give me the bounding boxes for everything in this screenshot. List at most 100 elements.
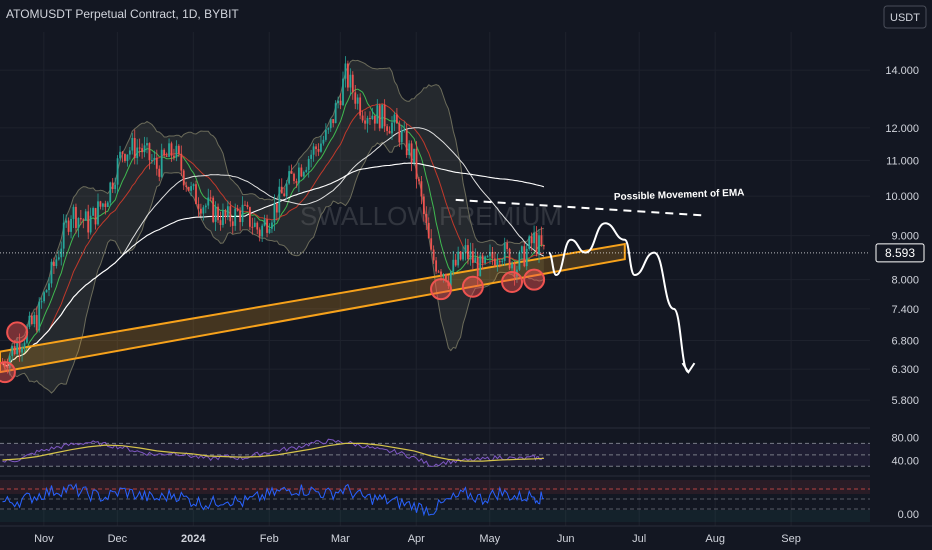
- candle-body: [217, 206, 219, 221]
- candle-body: [67, 220, 70, 232]
- candle-body: [126, 154, 129, 161]
- osc-upper-zone: [0, 480, 870, 494]
- currency-button[interactable]: USDT: [883, 5, 927, 29]
- candle-body: [533, 232, 535, 244]
- time-tick-label: May: [479, 533, 500, 545]
- candle-body: [396, 114, 398, 124]
- candle-body: [479, 255, 482, 277]
- candle-body: [508, 248, 511, 269]
- candle-body: [454, 259, 457, 266]
- candle-body: [99, 201, 102, 207]
- candle-body: [4, 363, 6, 367]
- candle-body: [275, 203, 278, 213]
- bollinger-lower: [2, 141, 545, 394]
- currency-button-frame[interactable]: [883, 5, 927, 29]
- candle-body: [236, 208, 239, 211]
- candle-body: [332, 119, 335, 124]
- candle-body: [6, 366, 9, 368]
- candle-body: [219, 220, 222, 225]
- candle-body: [21, 347, 23, 353]
- rsi-tick-label: 80.00: [891, 433, 919, 445]
- candle-body: [8, 355, 11, 368]
- candle-body: [354, 92, 357, 104]
- candle-body: [393, 114, 396, 123]
- candle-body: [418, 179, 420, 182]
- candle-body: [185, 185, 188, 187]
- candle-body: [84, 211, 87, 221]
- watermark: SWALLOW PREMIUM: [300, 201, 562, 231]
- ema-line: [2, 162, 545, 367]
- candle-body: [442, 274, 445, 277]
- candle-body: [57, 257, 60, 260]
- time-tick-label: Apr: [408, 533, 425, 545]
- time-tick-label: Sep: [781, 533, 801, 545]
- price-tick-label: 10.000: [885, 191, 919, 203]
- candle-body: [337, 100, 339, 104]
- candle-body: [506, 242, 509, 249]
- candle-body: [155, 157, 158, 169]
- candle-body: [38, 301, 41, 331]
- candle-body: [295, 181, 298, 184]
- candle-body: [476, 257, 479, 277]
- candle-body: [165, 155, 168, 157]
- candle-body: [422, 196, 425, 214]
- candle-body: [376, 105, 379, 124]
- candle-body: [53, 261, 55, 267]
- candle-body: [432, 249, 435, 261]
- candle-body: [168, 143, 170, 157]
- candle-body: [192, 184, 195, 187]
- candle-body: [481, 255, 484, 264]
- candle-body: [494, 258, 496, 266]
- last-price-value: 8.593: [885, 246, 915, 260]
- candle-body: [214, 206, 217, 222]
- candle-body: [347, 63, 349, 88]
- candle-body: [302, 171, 305, 177]
- candle-body: [491, 251, 494, 259]
- candle-body: [131, 137, 134, 151]
- candle-body: [437, 271, 440, 273]
- candle-body: [300, 167, 303, 177]
- candle-body: [175, 145, 178, 158]
- candle-body: [212, 197, 215, 222]
- candle-body: [163, 149, 166, 156]
- candle-body: [329, 119, 332, 129]
- candle-body: [158, 168, 161, 177]
- candle-body: [349, 74, 352, 88]
- candle-body: [229, 206, 232, 222]
- candle-body: [170, 143, 173, 156]
- candle-body: [253, 222, 256, 227]
- candle-body: [92, 208, 94, 216]
- candle-body: [435, 260, 437, 272]
- time-tick-label: Aug: [705, 533, 725, 545]
- candle-body: [344, 63, 347, 79]
- candle-body: [55, 259, 58, 267]
- candle-body: [109, 182, 112, 203]
- time-axis: Nov Dec 2024 Feb Mar Apr May Jun Jul Aug Sep: [34, 533, 801, 545]
- candle-body: [138, 147, 141, 149]
- candle-body: [307, 158, 310, 170]
- candle-body: [106, 202, 109, 208]
- candle-body: [48, 283, 50, 291]
- price-tick-label: 8.000: [891, 275, 919, 287]
- price-tick-label: 5.800: [891, 395, 919, 407]
- rsi-ma-line: [2, 442, 544, 462]
- moving-averages: [2, 88, 545, 367]
- currency-button-label[interactable]: USDT: [890, 12, 920, 24]
- candle-body: [371, 115, 374, 120]
- candle-body: [173, 155, 175, 158]
- candle-body: [234, 208, 237, 226]
- candle-body: [209, 197, 212, 199]
- candle-body: [322, 139, 325, 144]
- candle-body: [231, 221, 234, 226]
- candle-body: [324, 129, 327, 140]
- candle-body: [11, 346, 14, 356]
- candle-body: [251, 226, 254, 228]
- candle-body: [469, 251, 472, 259]
- candle-body: [35, 315, 38, 331]
- candle-body: [79, 218, 82, 220]
- candle-body: [381, 104, 384, 129]
- candle-body: [273, 203, 276, 223]
- candle-body: [256, 222, 259, 230]
- candle-body: [459, 251, 462, 260]
